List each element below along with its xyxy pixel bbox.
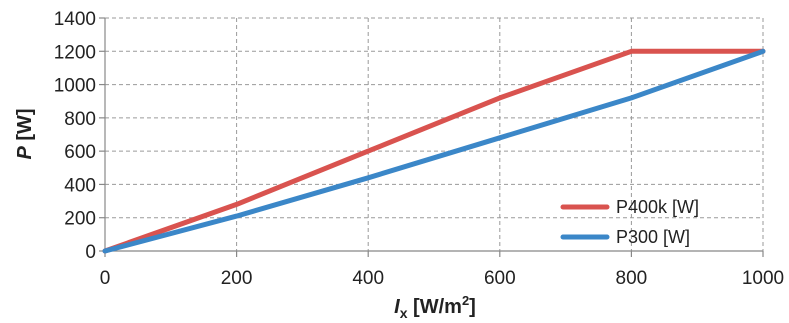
x-axis-title-variable: I [394, 296, 400, 318]
y-tick-label: 600 [64, 142, 96, 163]
y-tick-label: 1000 [54, 76, 96, 97]
y-axis-title: P [W] [14, 108, 36, 159]
grid [105, 17, 764, 251]
x-axis-title-superscript: 2 [462, 293, 469, 308]
x-axis-title-end: ] [469, 296, 476, 318]
y-tick-label: 200 [64, 209, 96, 230]
x-tick-label: 200 [221, 268, 253, 289]
series-lines [102, 48, 766, 254]
series-line-0 [102, 48, 766, 254]
y-tick-label: 1200 [54, 42, 96, 63]
series-line-1 [102, 48, 766, 254]
x-tick-label: 600 [484, 268, 516, 289]
tick-labels: 0 200 400 600 800 1000 1200 1400 0 200 400 600 800 10… [54, 9, 784, 289]
y-axis-title-unit: [W] [14, 108, 36, 146]
y-tick-label: 400 [64, 175, 96, 196]
legend: P400k [W] P300 [W] [560, 197, 699, 247]
legend-label-1: P300 [W] [616, 227, 690, 247]
x-tick-label: 1000 [742, 268, 784, 289]
axes [99, 17, 764, 257]
y-tick-label: 800 [64, 109, 96, 130]
y-tick-label: 0 [85, 242, 96, 263]
x-tick-label: 400 [352, 268, 384, 289]
y-axis-title-variable: P [14, 146, 36, 160]
x-axis-title-subscript: x [400, 305, 408, 321]
x-axis-title-unit: [W/m [408, 296, 462, 318]
x-axis-title: Ix [W/m2] [394, 293, 476, 321]
x-tick-label: 800 [616, 268, 648, 289]
x-tick-label: 0 [100, 268, 111, 289]
y-tick-label: 1400 [54, 9, 96, 30]
legend-label-0: P400k [W] [616, 197, 699, 217]
